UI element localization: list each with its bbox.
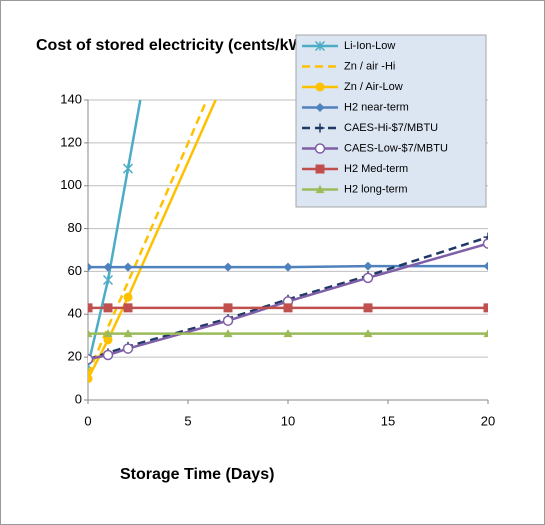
marker [483,303,488,313]
y-tick-label: 20 [68,349,82,364]
grid: 0 20 40 60 80 100 120 140 0 5 10 15 20 [60,91,495,428]
marker [315,164,325,174]
marker [123,303,133,313]
marker [283,262,293,272]
y-tick-label: 120 [60,134,82,149]
series-line [88,100,217,380]
legend-label: CAES-Hi-$7/MBTU [344,122,438,134]
legend-label: Zn / air -Hi [344,60,395,72]
marker [103,303,113,313]
chart-title: Cost of stored electricity (cents/kWh) [36,37,319,54]
legend: Li-Ion-Low Zn / air -Hi Zn / Air-Low H2 nea… [295,34,487,208]
marker [482,238,488,249]
legend-label: Li-Ion-Low [344,40,395,52]
plot-area [88,100,488,384]
marker [88,329,93,338]
x-tick-label: 15 [381,413,395,428]
marker [122,343,134,354]
marker [483,232,488,242]
marker [88,262,93,272]
marker [314,143,326,154]
marker [483,329,488,338]
marker [483,261,488,271]
legend-label: CAES-Low-$7/MBTU [344,142,448,154]
y-tick-label: 0 [75,391,82,406]
marker [315,82,325,92]
x-tick-label: 20 [481,413,495,428]
legend-label: H2 Med-term [344,163,408,175]
x-tick-label: 5 [184,413,191,428]
legend-label: H2 near-term [344,101,409,113]
marker [103,335,113,345]
marker [103,262,113,272]
marker [122,163,134,174]
marker [223,303,233,313]
y-tick-label: 40 [68,306,82,321]
marker [363,303,373,313]
marker [102,349,114,361]
y-tick-label: 100 [60,177,82,192]
y-tick-label: 140 [60,91,82,106]
legend-label: Zn / Air-Low [344,81,403,93]
x-tick-label: 10 [281,413,295,428]
marker [315,123,325,133]
x-tick-label: 0 [84,413,91,428]
x-axis-label: Storage Time (Days) [120,466,274,483]
marker [363,329,373,338]
marker [123,262,133,272]
marker [123,329,133,338]
marker [362,272,374,284]
marker [88,303,93,313]
marker [315,103,325,112]
y-tick-label: 80 [68,220,82,235]
marker [363,261,373,271]
marker [88,374,93,384]
y-tick-label: 60 [68,263,82,278]
marker [123,292,133,302]
marker [283,329,293,338]
marker [223,262,233,272]
marker [223,329,233,338]
legend-box [295,34,487,208]
series-line [88,100,209,375]
marker [88,354,94,365]
marker [222,315,234,326]
marker [315,185,325,194]
marker [103,329,113,338]
marker [283,303,293,313]
series-line [88,100,142,366]
marker [102,274,114,286]
marker [314,40,326,52]
legend-label: H2 long-term [344,183,408,195]
